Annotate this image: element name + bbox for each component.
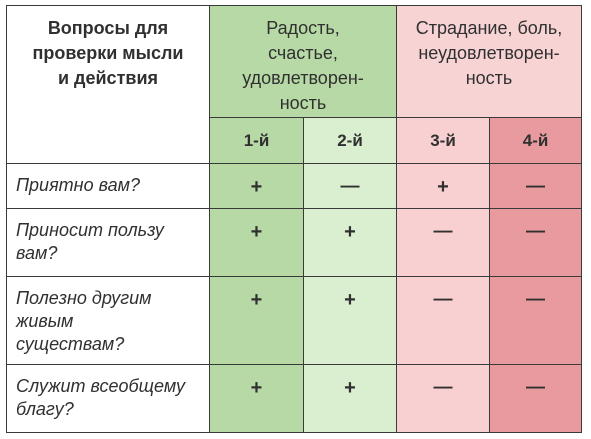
mark-cell: — [396,276,490,365]
mark-cell: + [396,163,490,209]
questions-header-text: Вопросы для проверки мысли и действия [32,18,184,88]
question-cell: Полезно другим живым существам? [6,276,210,365]
mark-cell: + [303,208,397,277]
table-row: Служит всеобщему благу? + + — — [6,364,582,433]
mark-cell: — [396,364,490,433]
question-text: Служит всеобщему благу? [16,376,185,419]
question-cell: Приятно вам? [6,163,210,209]
mark-cell: + [303,276,397,365]
mark-cell: — [396,208,490,277]
joy-header: Радость, счастье, удовлетворен-ность [209,5,397,118]
pain-header-text: Страдание, боль, неудовлетворен-ность [415,18,563,88]
joy-header-text: Радость, счастье, удовлетворен-ность [242,18,364,113]
questions-header: Вопросы для проверки мысли и действия [6,5,210,164]
question-cell: Приносит пользу вам? [6,208,210,277]
table-row: Приятно вам? + — + — [6,163,582,209]
column-header-1: 1-й [209,117,304,164]
mark-cell: + [209,163,304,209]
mark-cell: + [209,364,304,433]
question-text: Приносит пользу вам? [16,220,164,263]
mark-cell: — [489,276,582,365]
question-cell: Служит всеобщему благу? [6,364,210,433]
mark-cell: — [303,163,397,209]
mark-cell: — [489,364,582,433]
mark-cell: + [303,364,397,433]
mark-cell: — [489,163,582,209]
pain-header: Страдание, боль, неудовлетворен-ность [396,5,582,118]
column-header-4: 4-й [489,117,582,164]
table-row: Приносит пользу вам? + + — — [6,208,582,277]
mark-cell: — [489,208,582,277]
mark-cell: + [209,276,304,365]
column-header-2: 2-й [303,117,397,164]
table-row: Полезно другим живым существам? + + — — [6,276,582,365]
subheader-row: 1-й 2-й 3-й 4-й [7,117,582,164]
column-header-3: 3-й [396,117,490,164]
evaluation-table: Вопросы для проверки мысли и действия Ра… [6,5,582,433]
mark-cell: + [209,208,304,277]
header-row: Вопросы для проверки мысли и действия Ра… [6,5,582,164]
question-text: Полезно другим живым существам? [16,288,152,354]
